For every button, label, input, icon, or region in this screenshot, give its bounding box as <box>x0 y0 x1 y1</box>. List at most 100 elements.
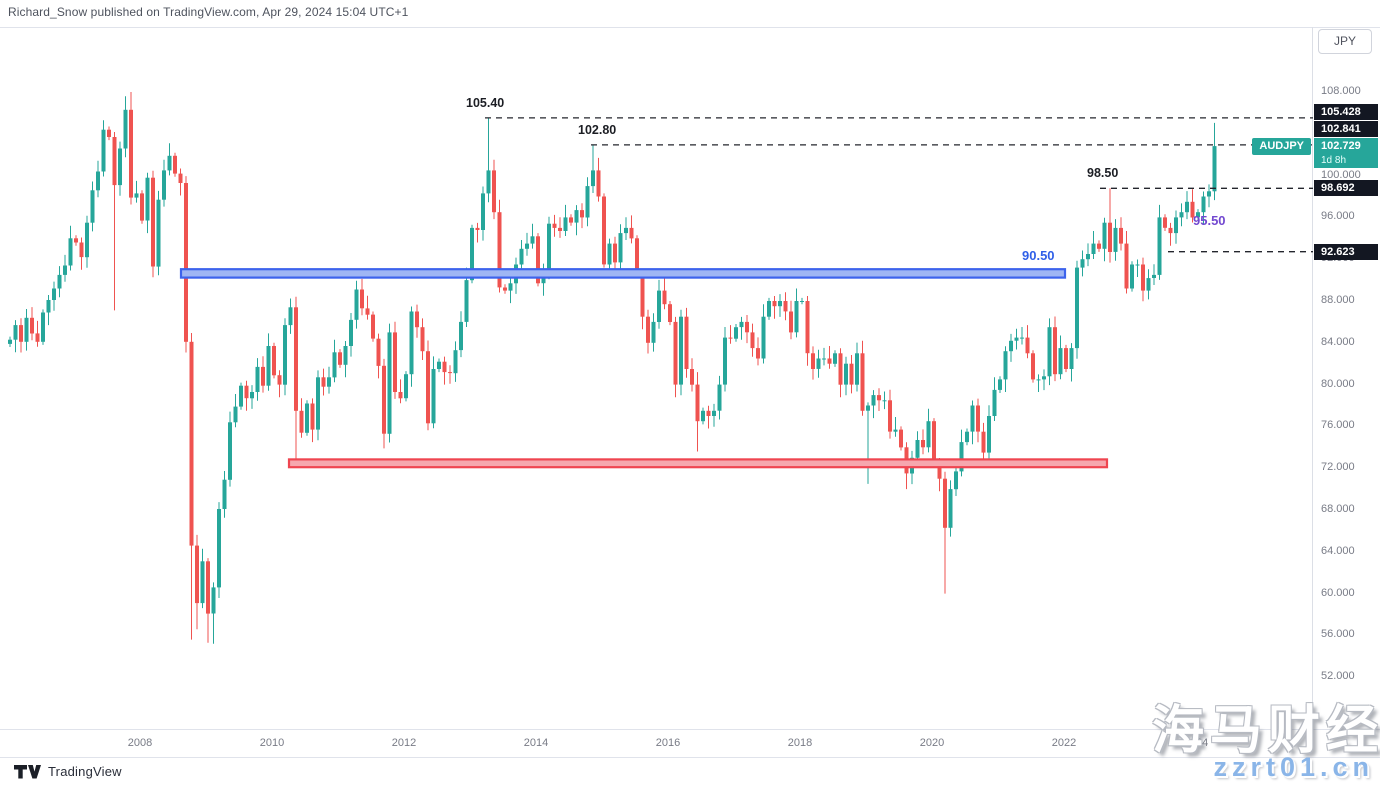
time-axis-tick: 2018 <box>787 737 813 749</box>
price-axis-tick: 108.000 <box>1321 85 1361 97</box>
candle-body <box>349 319 353 346</box>
candle-body <box>173 155 177 174</box>
candle-body <box>717 384 722 411</box>
candle-body <box>1196 212 1200 218</box>
candle-body <box>1003 351 1008 380</box>
candle-body <box>525 243 529 249</box>
sr-zone-drawing[interactable] <box>287 458 1109 469</box>
candle-body <box>563 217 568 231</box>
candle-body <box>96 171 100 191</box>
candle-body <box>283 325 287 385</box>
candle-body <box>409 311 414 375</box>
candle-body <box>195 545 199 604</box>
chart-text-note[interactable]: 95.50 <box>1193 213 1226 228</box>
candle-body <box>486 170 491 194</box>
candle-body <box>1069 348 1074 369</box>
candle-body <box>360 289 364 309</box>
candle-body <box>393 332 397 392</box>
candle-body <box>1020 337 1024 339</box>
candle-body <box>1042 376 1046 380</box>
candle-body <box>739 321 744 328</box>
candle-body <box>761 316 766 359</box>
candle-body <box>453 350 458 374</box>
candle-body <box>228 422 232 480</box>
candle-body <box>888 400 892 432</box>
candle-body <box>448 372 452 374</box>
candle-body <box>838 353 843 385</box>
price-axis[interactable] <box>1313 27 1380 729</box>
candle-body <box>442 361 447 373</box>
candle-body <box>943 478 947 528</box>
level-price-label: 98.50 <box>1087 166 1119 181</box>
candle-body <box>1130 264 1134 289</box>
candle-body <box>767 301 771 317</box>
candle-body <box>404 374 408 399</box>
candle-body <box>464 280 469 322</box>
candle-body <box>426 351 430 424</box>
candle-body <box>1014 337 1019 341</box>
candle-body <box>882 400 887 402</box>
candle-body <box>1086 254 1090 260</box>
tradingview-logo[interactable]: TradingView <box>14 764 122 779</box>
candle-body <box>497 212 502 288</box>
candle-body <box>662 290 667 305</box>
time-axis-tick: 2008 <box>127 737 153 749</box>
current-price-axis-tag: 102.729 <box>1314 138 1378 155</box>
time-axis-tick: 2020 <box>919 737 945 749</box>
candle-body <box>998 379 1002 390</box>
candle-body <box>772 301 777 307</box>
time-axis-tick: 2010 <box>259 737 285 749</box>
candle-body <box>651 321 656 343</box>
candle-body <box>877 395 881 401</box>
candle-body <box>233 406 238 423</box>
candle-body <box>8 339 12 344</box>
price-axis-tick: 56.000 <box>1321 628 1355 641</box>
candle-body <box>178 173 183 183</box>
candle-body <box>893 429 898 432</box>
candle-body <box>167 155 172 171</box>
time-axis[interactable] <box>0 730 1312 757</box>
candle-body <box>1025 337 1030 354</box>
candle-body <box>607 243 612 265</box>
currency-unit-button[interactable]: JPY <box>1318 29 1372 54</box>
pane-top-border <box>0 27 1380 28</box>
sr-zone-drawing[interactable] <box>179 268 1067 279</box>
candle-body <box>811 353 815 369</box>
level-price-label: 102.80 <box>578 122 617 137</box>
candle-body <box>926 421 931 448</box>
candle-body <box>816 358 821 369</box>
candle-body <box>558 227 562 231</box>
candle-body <box>596 170 601 197</box>
candle-body <box>1047 327 1052 377</box>
candle-body <box>915 440 920 458</box>
candle-body <box>437 361 441 369</box>
zone-price-label: 90.50 <box>1022 248 1055 264</box>
candle-body <box>734 327 738 339</box>
candle-body <box>420 327 425 352</box>
symbol-price-tag: AUDJPY <box>1252 137 1311 155</box>
candle-body <box>668 304 672 322</box>
candle-body <box>30 317 34 334</box>
candle-body <box>580 210 584 218</box>
candle-body <box>921 440 925 448</box>
candle-body <box>145 177 150 221</box>
footer-border <box>0 757 1380 758</box>
candle-body <box>646 316 650 343</box>
candle-body <box>1053 327 1057 375</box>
candle-body <box>1152 274 1156 278</box>
candle-body <box>1168 227 1173 234</box>
candle-body <box>822 358 826 360</box>
candle-body <box>1113 227 1118 252</box>
candle-body <box>750 332 755 349</box>
candle-body <box>503 287 507 291</box>
candle-body <box>68 238 73 266</box>
candle-body <box>508 283 513 291</box>
candle-body <box>305 403 309 433</box>
candle-body <box>222 479 227 509</box>
candle-body <box>976 405 980 432</box>
candle-body <box>728 337 733 339</box>
tradingview-logo-text: TradingView <box>48 764 122 779</box>
candle-body <box>492 170 496 213</box>
